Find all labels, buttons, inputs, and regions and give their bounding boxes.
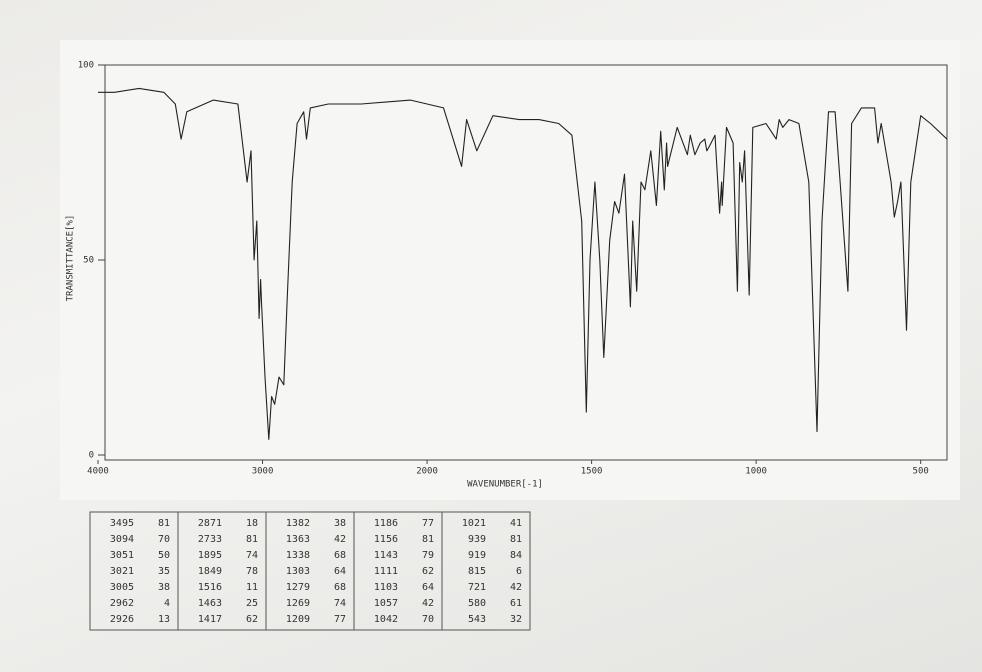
peak-transmittance: 50 <box>158 550 170 561</box>
peak-transmittance: 70 <box>158 534 170 545</box>
peak-transmittance: 77 <box>334 614 346 625</box>
peak-transmittance: 41 <box>510 518 522 529</box>
peak-transmittance: 35 <box>158 566 170 577</box>
peak-transmittance: 79 <box>422 550 434 561</box>
peak-transmittance: 62 <box>246 614 258 625</box>
peak-transmittance: 68 <box>334 582 346 593</box>
peak-transmittance: 74 <box>334 598 346 609</box>
peak-wavenumber: 1417 <box>198 614 222 625</box>
peak-wavenumber: 1103 <box>374 582 398 593</box>
peak-transmittance: 77 <box>422 518 434 529</box>
peak-wavenumber: 1338 <box>286 550 310 561</box>
peak-transmittance: 4 <box>164 598 170 609</box>
peak-wavenumber: 2962 <box>110 598 134 609</box>
peak-wavenumber: 815 <box>468 566 486 577</box>
x-tick-label: 1000 <box>745 467 767 477</box>
y-tick-label: 50 <box>83 256 94 266</box>
peak-transmittance: 74 <box>246 550 258 561</box>
peak-wavenumber: 1382 <box>286 518 310 529</box>
table-frame <box>89 511 531 631</box>
peak-wavenumber: 3495 <box>110 518 134 529</box>
peak-transmittance: 6 <box>516 566 522 577</box>
peak-transmittance: 25 <box>246 598 258 609</box>
peak-wavenumber: 580 <box>468 598 486 609</box>
peak-transmittance: 84 <box>510 550 522 561</box>
peak-transmittance: 61 <box>510 598 522 609</box>
peak-wavenumber: 1363 <box>286 534 310 545</box>
y-tick-label: 100 <box>78 61 94 71</box>
peak-transmittance: 64 <box>422 582 434 593</box>
peak-wavenumber: 1186 <box>374 518 398 529</box>
x-tick-label: 4000 <box>87 467 109 477</box>
peak-wavenumber: 1895 <box>198 550 222 561</box>
peak-transmittance: 42 <box>334 534 346 545</box>
peak-transmittance: 18 <box>246 518 258 529</box>
spectrum-line <box>98 87 948 440</box>
peak-transmittance: 38 <box>334 518 346 529</box>
peak-wavenumber: 1463 <box>198 598 222 609</box>
plot-frame <box>104 64 948 461</box>
peak-transmittance: 81 <box>246 534 258 545</box>
peak-transmittance: 68 <box>334 550 346 561</box>
x-tick-label: 1500 <box>581 467 603 477</box>
peak-wavenumber: 1279 <box>286 582 310 593</box>
peak-wavenumber: 1057 <box>374 598 398 609</box>
paper <box>60 40 960 500</box>
peak-wavenumber: 3094 <box>110 534 134 545</box>
peak-wavenumber: 2733 <box>198 534 222 545</box>
peak-transmittance: 78 <box>246 566 258 577</box>
peak-wavenumber: 721 <box>468 582 486 593</box>
peak-wavenumber: 919 <box>468 550 486 561</box>
x-tick-label: 500 <box>913 467 929 477</box>
x-tick-label: 2000 <box>416 467 438 477</box>
peak-table: 3495 81 3094 70 3051 50 3021 35 3005 38 2962 4 2926 1… <box>89 511 531 631</box>
peak-transmittance: 62 <box>422 566 434 577</box>
peak-transmittance: 42 <box>510 582 522 593</box>
peak-wavenumber: 1111 <box>374 566 398 577</box>
x-tick-label: 3000 <box>252 467 274 477</box>
peak-wavenumber: 3051 <box>110 550 134 561</box>
peak-wavenumber: 1849 <box>198 566 222 577</box>
peak-wavenumber: 1156 <box>374 534 398 545</box>
peak-wavenumber: 1516 <box>198 582 222 593</box>
y-axis-label: TRANSMITTANCE[%] <box>66 215 76 302</box>
peak-transmittance: 64 <box>334 566 346 577</box>
peak-transmittance: 11 <box>246 582 258 593</box>
peak-wavenumber: 1021 <box>462 518 486 529</box>
peak-wavenumber: 3005 <box>110 582 134 593</box>
peak-transmittance: 42 <box>422 598 434 609</box>
peak-wavenumber: 2871 <box>198 518 222 529</box>
peak-wavenumber: 939 <box>468 534 486 545</box>
x-axis-label: WAVENUMBER[-1] <box>467 480 543 490</box>
peak-transmittance: 81 <box>510 534 522 545</box>
y-tick-label: 0 <box>89 451 94 461</box>
peak-transmittance: 38 <box>158 582 170 593</box>
peak-wavenumber: 1303 <box>286 566 310 577</box>
peak-transmittance: 81 <box>158 518 170 529</box>
peak-wavenumber: 1042 <box>374 614 398 625</box>
peak-transmittance: 81 <box>422 534 434 545</box>
peak-wavenumber: 1209 <box>286 614 310 625</box>
peak-transmittance: 13 <box>158 614 170 625</box>
peak-wavenumber: 543 <box>468 614 486 625</box>
peak-wavenumber: 1269 <box>286 598 310 609</box>
peak-wavenumber: 2926 <box>110 614 134 625</box>
peak-wavenumber: 1143 <box>374 550 398 561</box>
peak-transmittance: 32 <box>510 614 522 625</box>
peak-wavenumber: 3021 <box>110 566 134 577</box>
peak-transmittance: 70 <box>422 614 434 625</box>
